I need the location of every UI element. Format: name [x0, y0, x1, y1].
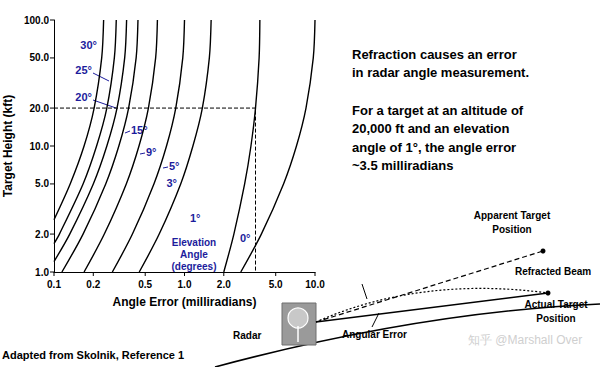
svg-text:5.0: 5.0	[269, 279, 283, 290]
svg-text:50.0: 50.0	[30, 52, 50, 63]
svg-text:2.0: 2.0	[217, 279, 231, 290]
svg-text:20°: 20°	[75, 91, 92, 103]
svg-text:For a target at an altitude of: For a target at an altitude of	[352, 103, 524, 118]
svg-text:Radar: Radar	[233, 330, 261, 341]
svg-text:Apparent Target: Apparent Target	[474, 210, 551, 221]
svg-text:Angular Error: Angular Error	[342, 329, 407, 340]
svg-text:1.0: 1.0	[35, 267, 49, 278]
svg-text:~3.5 milliradians: ~3.5 milliradians	[352, 158, 454, 173]
svg-text:20,000 ft and an elevation: 20,000 ft and an elevation	[352, 121, 510, 136]
svg-text:20.0: 20.0	[30, 103, 50, 114]
svg-text:Refracted Beam: Refracted Beam	[515, 266, 591, 277]
svg-text:Elevation: Elevation	[172, 237, 216, 248]
svg-text:1°: 1°	[190, 212, 201, 224]
svg-text:angle of 1°, the angle error: angle of 1°, the angle error	[352, 140, 516, 155]
svg-text:Adapted from Skolnik, Referenc: Adapted from Skolnik, Reference 1	[2, 349, 184, 361]
svg-text:9°: 9°	[146, 146, 157, 158]
svg-text:0°: 0°	[240, 232, 251, 244]
svg-text:知乎 @Marshall Over: 知乎 @Marshall Over	[468, 333, 582, 347]
svg-text:Target Height (kft): Target Height (kft)	[1, 95, 15, 197]
svg-text:Angle Error (milliradians): Angle Error (milliradians)	[112, 295, 256, 309]
svg-text:5.0: 5.0	[35, 178, 49, 189]
svg-text:15°: 15°	[131, 124, 148, 136]
svg-text:30°: 30°	[80, 39, 97, 51]
svg-text:3°: 3°	[166, 177, 177, 189]
svg-text:100.0: 100.0	[24, 15, 49, 26]
svg-text:in radar angle measurement.: in radar angle measurement.	[352, 65, 529, 80]
svg-text:Angle: Angle	[180, 249, 208, 260]
svg-text:2.0: 2.0	[35, 229, 49, 240]
svg-text:10.0: 10.0	[30, 141, 50, 152]
svg-text:25°: 25°	[75, 64, 92, 76]
svg-text:Position: Position	[492, 224, 531, 235]
svg-text:5°: 5°	[169, 160, 180, 172]
svg-text:(degrees): (degrees)	[171, 261, 216, 272]
svg-text:0.1: 0.1	[47, 279, 61, 290]
svg-text:1.0: 1.0	[178, 279, 192, 290]
svg-text:Position: Position	[536, 313, 575, 324]
svg-text:0.5: 0.5	[138, 279, 152, 290]
svg-text:Refraction causes an error: Refraction causes an error	[352, 47, 517, 62]
svg-text:10.0: 10.0	[305, 279, 325, 290]
svg-text:Actual Target: Actual Target	[524, 299, 588, 310]
svg-text:0.2: 0.2	[86, 279, 100, 290]
